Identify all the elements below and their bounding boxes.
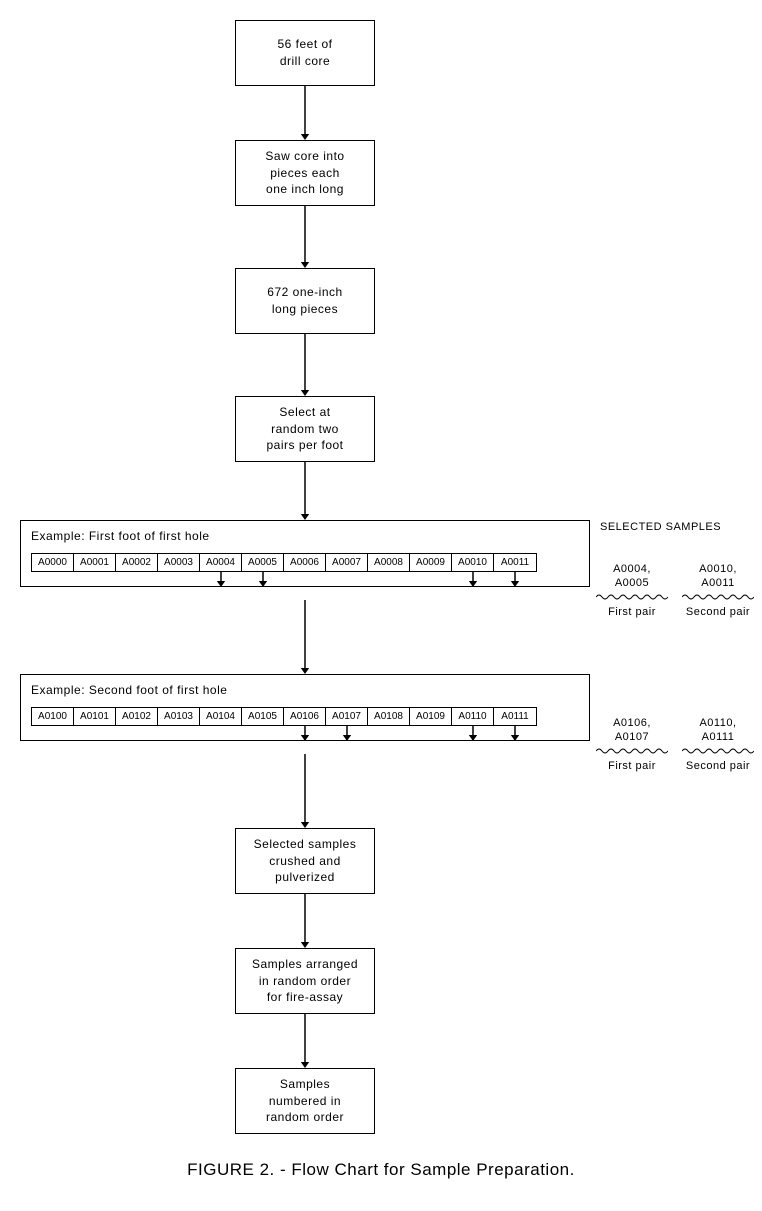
pair-block: A0010, A0011 Second pair — [682, 562, 754, 619]
selected-pair-block: A0106, A0107 First pair A0110, A0111 Second… — [596, 714, 754, 773]
flow-node-n9: Samplesnumbered inrandom order — [235, 1068, 375, 1134]
flow-node-n8: Samples arrangedin random orderfor fire-… — [235, 948, 375, 1014]
sample-cell: A0105 — [242, 708, 284, 725]
sample-cell: A0103 — [158, 708, 200, 725]
wavy-underline-icon — [682, 747, 754, 755]
wavy-underline-icon — [682, 593, 754, 601]
example-box-ex2: Example: Second foot of first holeA0100A… — [20, 674, 590, 741]
sample-cell: A0007 — [326, 554, 368, 571]
sample-cell: A0111 — [494, 708, 536, 725]
sample-cell: A0006 — [284, 554, 326, 571]
pair-ids: A0004, A0005 — [596, 562, 668, 591]
sample-cell: A0001 — [74, 554, 116, 571]
flowchart-container: 56 feet ofdrill core Saw core intopieces … — [10, 20, 752, 1191]
sample-cell: A0102 — [116, 708, 158, 725]
sample-cell: A0107 — [326, 708, 368, 725]
example-title: Example: Second foot of first hole — [31, 683, 579, 697]
flow-node-n2: Saw core intopieces eachone inch long — [235, 140, 375, 206]
sample-cell: A0104 — [200, 708, 242, 725]
sample-cell: A0000 — [32, 554, 74, 571]
sample-cell: A0106 — [284, 708, 326, 725]
sample-cell: A0109 — [410, 708, 452, 725]
pair-label: Second pair — [682, 605, 754, 619]
pair-ids: A0106, A0107 — [596, 716, 668, 745]
wavy-underline-icon — [596, 747, 668, 755]
sample-cell: A0004 — [200, 554, 242, 571]
selected-pair-block: A0004, A0005 First pair A0010, A0011 Second… — [596, 560, 754, 619]
selected-samples-header: SELECTED SAMPLES — [600, 520, 721, 534]
sample-strip: A0000A0001A0002A0003A0004A0005A0006A0007… — [31, 553, 537, 572]
pair-ids: A0110, A0111 — [682, 716, 754, 745]
sample-cell: A0003 — [158, 554, 200, 571]
sample-cell: A0002 — [116, 554, 158, 571]
sample-cell: A0110 — [452, 708, 494, 725]
figure-caption: FIGURE 2. - Flow Chart for Sample Prepar… — [10, 1160, 752, 1180]
sample-cell: A0009 — [410, 554, 452, 571]
sample-strip: A0100A0101A0102A0103A0104A0105A0106A0107… — [31, 707, 537, 726]
flow-node-n4: Select atrandom twopairs per foot — [235, 396, 375, 462]
flow-node-n3: 672 one-inchlong pieces — [235, 268, 375, 334]
sample-cell: A0011 — [494, 554, 536, 571]
example-title: Example: First foot of first hole — [31, 529, 579, 543]
pair-block: A0106, A0107 First pair — [596, 716, 668, 773]
sample-cell: A0100 — [32, 708, 74, 725]
pair-label: First pair — [596, 759, 668, 773]
flow-node-n1: 56 feet ofdrill core — [235, 20, 375, 86]
sample-cell: A0008 — [368, 554, 410, 571]
sample-cell: A0005 — [242, 554, 284, 571]
sample-cell: A0108 — [368, 708, 410, 725]
pair-block: A0110, A0111 Second pair — [682, 716, 754, 773]
sample-cell: A0010 — [452, 554, 494, 571]
sample-cell: A0101 — [74, 708, 116, 725]
wavy-underline-icon — [596, 593, 668, 601]
pair-ids: A0010, A0011 — [682, 562, 754, 591]
pair-label: Second pair — [682, 759, 754, 773]
example-box-ex1: Example: First foot of first holeA0000A0… — [20, 520, 590, 587]
flow-node-n7: Selected samplescrushed andpulverized — [235, 828, 375, 894]
pair-label: First pair — [596, 605, 668, 619]
pair-block: A0004, A0005 First pair — [596, 562, 668, 619]
